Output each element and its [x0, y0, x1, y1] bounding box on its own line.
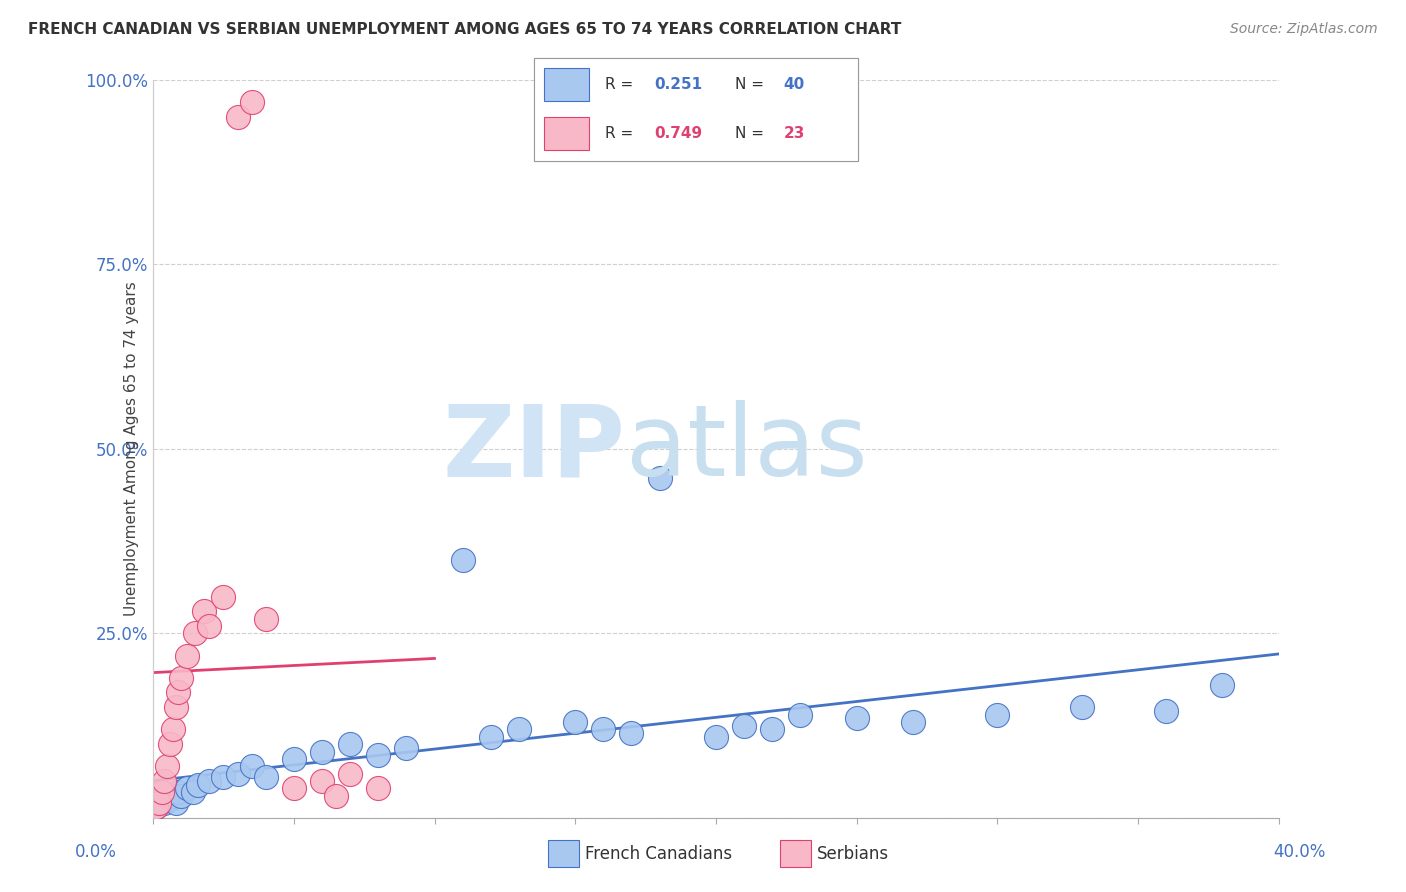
Point [339, 766, 361, 780]
Text: Source: ZipAtlas.com: Source: ZipAtlas.com [1230, 22, 1378, 37]
Text: French Canadians: French Canadians [585, 845, 733, 863]
Text: ZIP: ZIP [443, 401, 626, 498]
Text: Serbians: Serbians [817, 845, 889, 863]
Point [367, 781, 389, 796]
Y-axis label: Unemployment Among Ages 65 to 74 years: Unemployment Among Ages 65 to 74 years [124, 282, 139, 616]
Point [311, 744, 333, 758]
Point [167, 685, 190, 699]
Text: 0.0%: 0.0% [75, 843, 117, 861]
Point [367, 748, 389, 763]
Text: FRENCH CANADIAN VS SERBIAN UNEMPLOYMENT AMONG AGES 65 TO 74 YEARS CORRELATION CH: FRENCH CANADIAN VS SERBIAN UNEMPLOYMENT … [28, 22, 901, 37]
Text: atlas: atlas [626, 401, 868, 498]
Point [1070, 700, 1092, 714]
Point [761, 723, 783, 737]
Point [704, 730, 727, 744]
Point [789, 707, 811, 722]
Text: 0.749: 0.749 [654, 127, 702, 142]
Text: 40: 40 [783, 77, 804, 92]
Point [564, 714, 586, 729]
Text: R =: R = [606, 77, 638, 92]
Point [986, 707, 1008, 722]
Text: R =: R = [606, 127, 638, 142]
Point [187, 778, 209, 792]
Point [226, 766, 249, 780]
Point [1211, 678, 1233, 692]
Point [145, 800, 167, 814]
Point [254, 770, 277, 784]
Text: 40.0%: 40.0% [1272, 843, 1326, 861]
Point [181, 785, 204, 799]
Point [150, 792, 173, 806]
FancyBboxPatch shape [534, 58, 858, 161]
Point [240, 95, 263, 109]
Point [620, 726, 643, 740]
Point [311, 774, 333, 789]
Point [592, 723, 614, 737]
Point [395, 740, 418, 755]
Point [198, 774, 221, 789]
Point [153, 774, 176, 789]
Point [198, 619, 221, 633]
Point [176, 781, 198, 796]
Point [162, 723, 184, 737]
Point [150, 785, 173, 799]
Text: 0.251: 0.251 [654, 77, 702, 92]
Point [283, 781, 305, 796]
Point [167, 785, 190, 799]
Point [479, 730, 502, 744]
Point [283, 752, 305, 766]
Point [148, 796, 170, 810]
Point [226, 110, 249, 124]
Point [648, 471, 671, 485]
Point [193, 604, 215, 618]
Text: N =: N = [735, 77, 769, 92]
Bar [544, 118, 589, 150]
Point [156, 789, 179, 803]
Point [156, 759, 179, 773]
Point [733, 719, 755, 733]
Point [1154, 704, 1177, 718]
Point [162, 789, 184, 803]
Text: N =: N = [735, 127, 769, 142]
Point [148, 796, 170, 810]
Point [153, 796, 176, 810]
Point [165, 700, 187, 714]
Point [212, 770, 235, 784]
Point [240, 759, 263, 773]
Point [159, 737, 181, 751]
Point [145, 800, 167, 814]
Point [159, 792, 181, 806]
Point [170, 671, 193, 685]
Point [165, 796, 187, 810]
Bar [544, 69, 589, 101]
Point [901, 714, 924, 729]
Point [170, 789, 193, 803]
Point [212, 590, 235, 604]
Point [254, 612, 277, 626]
Point [325, 789, 347, 803]
Point [451, 552, 474, 566]
Point [184, 626, 207, 640]
Point [176, 648, 198, 663]
Point [845, 711, 868, 725]
Text: 23: 23 [783, 127, 804, 142]
Point [508, 723, 530, 737]
Point [339, 737, 361, 751]
